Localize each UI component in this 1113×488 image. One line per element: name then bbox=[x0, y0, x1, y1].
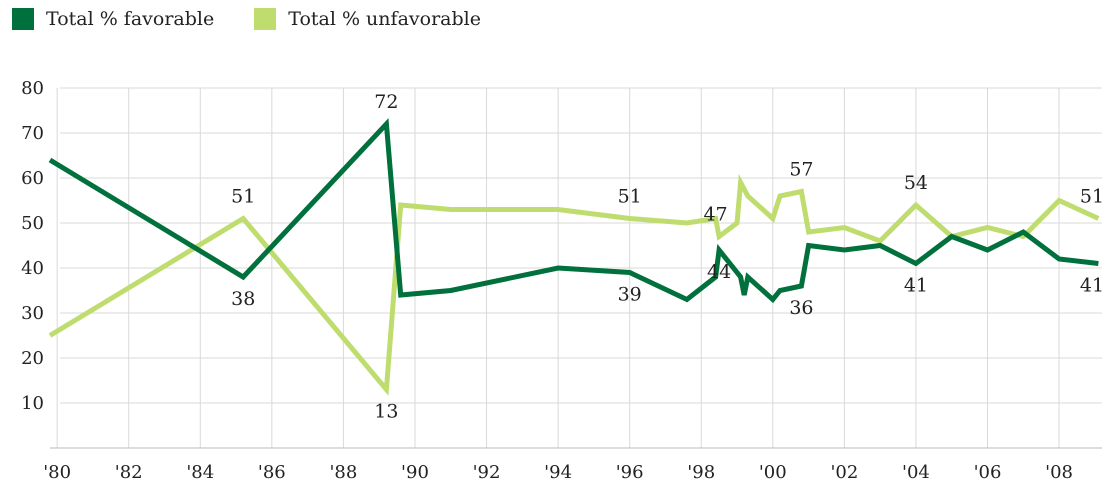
data-label: 44 bbox=[707, 261, 731, 283]
x-tick-label: '96 bbox=[616, 462, 644, 483]
legend-swatch-unfavorable bbox=[254, 8, 277, 30]
x-tick-label: '00 bbox=[759, 462, 787, 483]
data-label: 47 bbox=[703, 204, 727, 226]
x-tick-label: '08 bbox=[1045, 462, 1073, 483]
x-tick-label: '92 bbox=[473, 462, 501, 483]
legend-item-favorable: Total % favorable bbox=[12, 8, 214, 30]
y-tick-label: 50 bbox=[21, 213, 44, 234]
series-lines bbox=[48, 118, 1100, 396]
x-tick-label: '84 bbox=[186, 462, 214, 483]
y-tick-label: 10 bbox=[21, 393, 44, 414]
legend-item-unfavorable: Total % unfavorable bbox=[254, 8, 481, 30]
y-tick-label: 20 bbox=[21, 348, 44, 369]
y-tick-label: 70 bbox=[21, 123, 44, 144]
data-label: 54 bbox=[904, 172, 928, 194]
series-line-total-favorable bbox=[48, 118, 1099, 304]
x-tick-label: '06 bbox=[974, 462, 1002, 483]
data-label: 36 bbox=[789, 297, 813, 319]
legend-label-favorable: Total % favorable bbox=[46, 8, 215, 30]
x-tick-label: '04 bbox=[902, 462, 930, 483]
x-tick-label: '94 bbox=[544, 462, 572, 483]
data-label: 51 bbox=[1080, 186, 1104, 208]
y-tick-label: 60 bbox=[21, 168, 44, 189]
data-label: 51 bbox=[231, 186, 255, 208]
legend-label-unfavorable: Total % unfavorable bbox=[288, 8, 481, 30]
data-label: 51 bbox=[618, 186, 642, 208]
x-tick-label: '86 bbox=[258, 462, 286, 483]
x-tick-label: '80 bbox=[43, 462, 71, 483]
data-labels: 72 51 38 13 51 39 47 44 57 36 54 41 51 41 bbox=[231, 91, 1104, 423]
x-tick-label: '82 bbox=[115, 462, 143, 483]
y-tick-label: 40 bbox=[21, 258, 44, 279]
grid bbox=[56, 87, 1102, 448]
data-label: 41 bbox=[904, 275, 928, 297]
data-label: 72 bbox=[374, 91, 398, 113]
data-label: 41 bbox=[1080, 275, 1104, 297]
x-tick-label: '88 bbox=[329, 462, 357, 483]
y-tick-label: 80 bbox=[21, 78, 44, 99]
data-label: 57 bbox=[789, 159, 813, 181]
data-label: 38 bbox=[231, 288, 255, 310]
data-label: 13 bbox=[374, 401, 398, 423]
y-tick-label: 30 bbox=[21, 303, 44, 324]
x-tick-label: '90 bbox=[401, 462, 429, 483]
legend: Total % favorable Total % unfavorable bbox=[12, 8, 481, 30]
axes: 10 20 30 40 50 60 70 80 '80 '82 '84 '86 '88 '90 '92 '94… bbox=[21, 78, 1102, 483]
x-tick-label: '02 bbox=[830, 462, 858, 483]
data-label: 39 bbox=[618, 284, 642, 306]
x-tick-label: '98 bbox=[687, 462, 715, 483]
legend-swatch-favorable bbox=[12, 8, 34, 30]
